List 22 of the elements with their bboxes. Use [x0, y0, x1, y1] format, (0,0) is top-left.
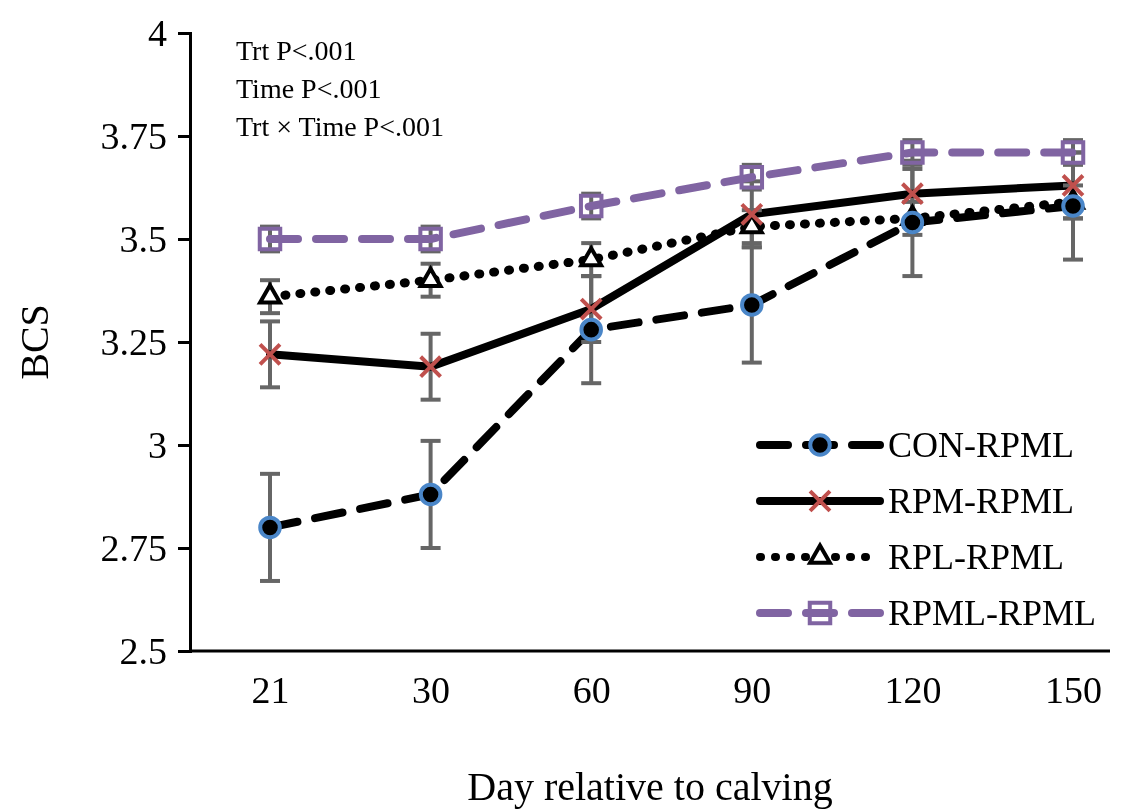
x-tick-label: 90	[733, 669, 772, 712]
x-tick-label: 120	[884, 669, 942, 712]
y-tick-label: 2.5	[119, 629, 167, 672]
y-tick-label: 3.25	[100, 320, 167, 363]
y-tick-label: 4	[148, 11, 167, 54]
x-tick-label: 60	[572, 669, 611, 712]
annotation: Time P<.001	[236, 73, 382, 104]
x-tick-label: 21	[251, 669, 290, 712]
y-tick-label: 3.75	[100, 114, 167, 157]
legend-label: RPML-RPML	[888, 593, 1097, 633]
x-tick-label: 150	[1045, 669, 1102, 712]
x-axis-title: Day relative to calving	[467, 764, 833, 809]
annotation: Trt P<.001	[236, 35, 357, 66]
y-axis-title: BCS	[12, 304, 57, 380]
y-tick-label: 2.75	[100, 526, 167, 569]
y-tick-label: 3.5	[119, 217, 167, 260]
legend-label: RPL-RPML	[888, 537, 1065, 577]
y-tick-label: 3	[148, 423, 167, 466]
x-tick-label: 30	[412, 669, 451, 712]
annotation: Trt × Time P<.001	[236, 111, 444, 142]
legend-label: CON-RPML	[888, 425, 1075, 465]
legend-label: RPM-RPML	[888, 481, 1075, 521]
